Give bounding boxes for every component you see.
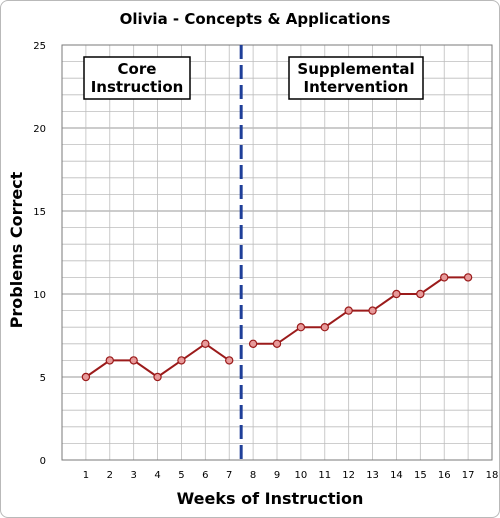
- phase-label-frame: [288, 56, 424, 100]
- data-point: [153, 372, 162, 382]
- y-tick-label: 10: [33, 290, 46, 301]
- phase-label-text: Intervention: [304, 78, 409, 96]
- x-tick-label: 8: [250, 470, 256, 481]
- y-axis-title: Problems Correct: [7, 171, 26, 328]
- x-tick-label: 3: [130, 470, 136, 481]
- x-tick-label: 15: [414, 470, 427, 481]
- x-axis-ticks: 1 2 3 4 5 6 7 8 9 10 11 12 13 14 15 16 17 18: [83, 470, 499, 481]
- x-tick-label: 5: [178, 470, 184, 481]
- phase-label-text: Core: [118, 60, 157, 78]
- x-tick-label: 10: [295, 470, 308, 481]
- data-point: [416, 289, 425, 299]
- x-tick-label: 6: [202, 470, 208, 481]
- x-tick-label: 12: [342, 470, 355, 481]
- series-line: [253, 276, 469, 345]
- y-tick-label: 25: [33, 41, 46, 52]
- data-point: [272, 339, 282, 348]
- x-tick-label: 14: [390, 470, 403, 481]
- grid: [61, 44, 493, 461]
- y-axis-ticks: 0 5 10 15 20 25: [33, 41, 46, 467]
- phase-label-text: Supplemental: [297, 60, 414, 78]
- data-point: [440, 273, 449, 282]
- x-tick-label: 16: [438, 470, 451, 481]
- x-tick-label: 18: [486, 470, 499, 481]
- data-point: [392, 289, 401, 299]
- data-point: [320, 323, 329, 332]
- y-tick-label: 0: [40, 456, 46, 467]
- data-point: [344, 306, 353, 315]
- y-tick-label: 15: [33, 207, 46, 218]
- plot-border: [61, 44, 493, 461]
- x-tick-label: 2: [107, 470, 113, 481]
- data-point: [248, 339, 258, 348]
- data-point: [368, 306, 377, 315]
- x-tick-label: 13: [366, 470, 379, 481]
- data-point: [81, 372, 91, 382]
- data-point: [296, 323, 306, 332]
- data-point: [225, 356, 234, 365]
- x-tick-label: 4: [154, 470, 160, 481]
- data-point: [201, 339, 210, 348]
- data-point: [463, 273, 473, 282]
- x-axis-title: Weeks of Instruction: [177, 489, 364, 508]
- data-point: [105, 356, 114, 365]
- phase-label-text: Instruction: [91, 78, 184, 96]
- data-point: [177, 356, 186, 365]
- x-tick-label: 11: [318, 470, 331, 481]
- phase-label-frame: [83, 56, 191, 100]
- chart-title: Olivia - Concepts & Applications: [120, 10, 391, 28]
- x-tick-label: 7: [226, 470, 232, 481]
- x-tick-label: 9: [274, 470, 280, 481]
- y-tick-label: 5: [40, 373, 46, 384]
- data-point: [129, 356, 138, 365]
- data-series: [81, 273, 473, 382]
- x-tick-label: 17: [462, 470, 475, 481]
- x-tick-label: 1: [83, 470, 89, 481]
- y-tick-label: 20: [33, 124, 46, 135]
